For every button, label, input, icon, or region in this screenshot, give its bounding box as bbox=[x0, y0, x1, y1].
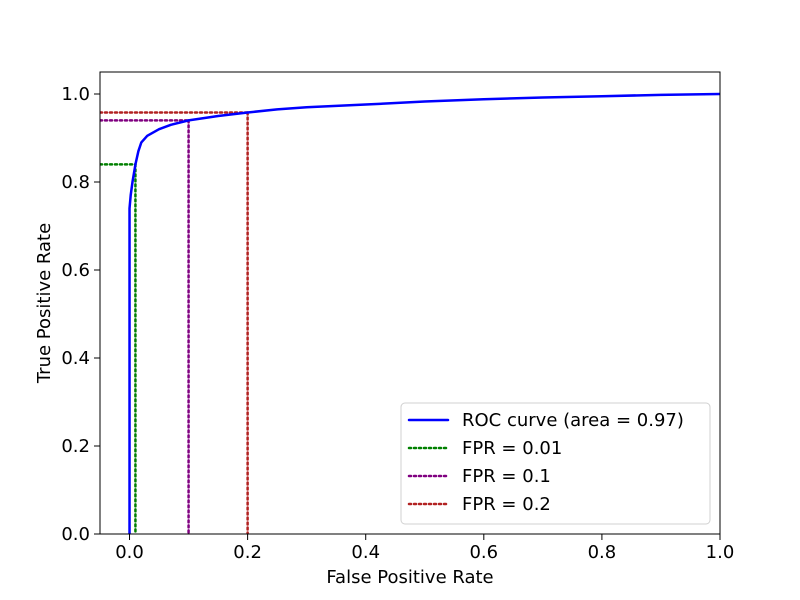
x-tick-label-3: 0.6 bbox=[469, 542, 498, 563]
y-axis-label: True Positive Rate bbox=[34, 223, 55, 384]
x-tick-label-0: 0.0 bbox=[115, 542, 144, 563]
legend-label-2: FPR = 0.1 bbox=[462, 466, 551, 487]
x-tick-label-2: 0.4 bbox=[351, 542, 380, 563]
y-tick-label-4: 0.8 bbox=[61, 172, 90, 193]
threshold-lines bbox=[100, 111, 249, 534]
y-tick-label-5: 1.0 bbox=[61, 84, 90, 105]
legend-label-0: ROC curve (area = 0.97) bbox=[462, 410, 684, 431]
series-group bbox=[128, 92, 720, 534]
x-tick-label-4: 0.8 bbox=[588, 542, 617, 563]
x-axis-label: False Positive Rate bbox=[326, 567, 493, 588]
legend-label-1: FPR = 0.01 bbox=[462, 438, 562, 459]
y-tick-label-0: 0.0 bbox=[61, 524, 90, 545]
y-tick-label-1: 0.2 bbox=[61, 436, 90, 457]
legend-box bbox=[400, 402, 711, 525]
y-tick-label-3: 0.6 bbox=[61, 260, 90, 281]
legend-label-3: FPR = 0.2 bbox=[462, 494, 551, 515]
x-tick-label-1: 0.2 bbox=[233, 542, 262, 563]
legend: ROC curve (area = 0.97) FPR = 0.01 FPR = 0… bbox=[400, 402, 711, 525]
y-tick-label-2: 0.4 bbox=[61, 348, 90, 369]
axes-frame bbox=[99, 71, 721, 535]
roc-curve-line-0 bbox=[128, 92, 720, 534]
x-tick-label-5: 1.0 bbox=[706, 542, 735, 563]
